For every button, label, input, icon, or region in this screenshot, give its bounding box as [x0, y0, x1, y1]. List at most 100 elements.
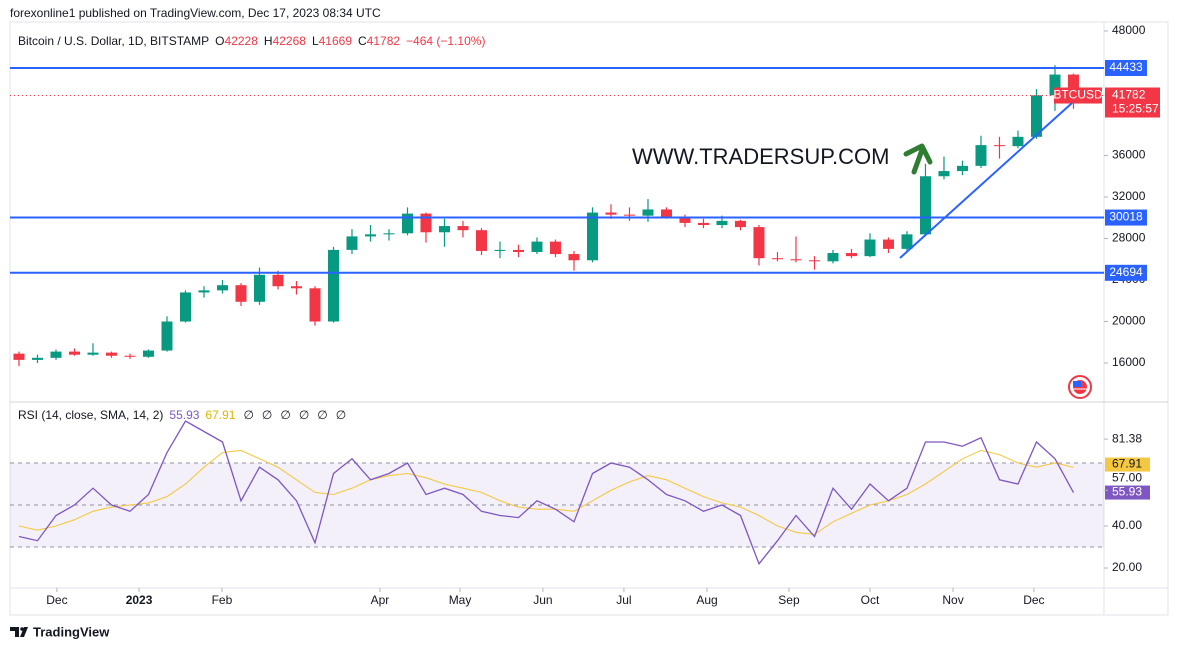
- candle-body: [919, 176, 931, 235]
- candle-body: [790, 259, 802, 261]
- candle-body: [568, 254, 580, 261]
- candle-body: [1067, 74, 1079, 96]
- candle-body: [956, 165, 968, 172]
- candle-body: [142, 350, 154, 357]
- candle-body: [253, 274, 265, 302]
- x-tick-label: Jul: [616, 593, 631, 607]
- candle-body: [753, 227, 765, 259]
- y-tick-label: 40.00: [1112, 518, 1142, 532]
- x-tick-label: Feb: [212, 593, 233, 607]
- ohlc-label: L: [312, 34, 319, 48]
- candle-body: [882, 239, 894, 249]
- ohlc-value: 42268: [273, 34, 307, 48]
- value-box: [1105, 457, 1150, 472]
- candle-body: [734, 220, 746, 228]
- x-tick-label: May: [449, 593, 472, 607]
- candle-body: [679, 216, 691, 223]
- candle-body: [642, 209, 654, 216]
- symbol-tag-box: [1054, 87, 1102, 104]
- x-tick-label: Aug: [696, 593, 717, 607]
- candle-body: [179, 292, 191, 322]
- y-tick-label: 81.38: [1112, 431, 1142, 445]
- candle-body: [475, 230, 487, 251]
- rsi-line: [18, 420, 1075, 566]
- y-tick-label: 48000: [1112, 23, 1146, 37]
- candle-body: [161, 321, 173, 351]
- y-tick-label: 32000: [1112, 189, 1146, 203]
- y-tick-label: 20000: [1112, 314, 1146, 328]
- candle-body: [31, 357, 43, 360]
- candle-body: [364, 234, 376, 237]
- rsi-ma-line: [18, 449, 1074, 535]
- value-box-label: 67.91: [1112, 457, 1142, 471]
- candle-body: [771, 258, 783, 260]
- hidden-input: ∅: [262, 408, 272, 422]
- brand-logo: [10, 627, 28, 637]
- brand-name: TradingView: [33, 624, 110, 639]
- x-tick-label: Oct: [861, 593, 880, 607]
- value-box-label: 55.93: [1112, 485, 1142, 499]
- level-label-box: [1105, 60, 1147, 77]
- candle-body: [105, 352, 117, 356]
- candle-body: [827, 253, 839, 262]
- y-tick-label: 16000: [1112, 355, 1146, 369]
- candle-body: [420, 213, 432, 233]
- candle-body: [864, 239, 876, 257]
- candle-body: [1030, 95, 1042, 137]
- candle-body: [716, 220, 728, 226]
- last-price-label: 41782: [1112, 88, 1146, 102]
- y-tick-label: 36000: [1112, 148, 1146, 162]
- hidden-input: ∅: [336, 408, 346, 422]
- candle-body: [993, 145, 1005, 147]
- hidden-input: ∅: [317, 408, 327, 422]
- candle-body: [697, 222, 709, 226]
- candle-body: [512, 249, 524, 252]
- y-tick-label: 57.00: [1112, 471, 1142, 485]
- x-tick-label: Jun: [533, 593, 552, 607]
- countdown-label: 15:25:57: [1112, 102, 1159, 116]
- x-tick-label: Nov: [942, 593, 963, 607]
- x-tick-label: Apr: [371, 593, 390, 607]
- candle-body: [438, 226, 450, 233]
- candle-body: [401, 213, 413, 234]
- candle-body: [124, 355, 136, 357]
- candle-body: [216, 285, 228, 291]
- plot-layer: 4800036000320002800024000200001600044433…: [10, 23, 1160, 607]
- candle-body: [327, 249, 339, 322]
- level-label: 24694: [1109, 265, 1143, 279]
- rsi-ma-legend-value: 67.91: [205, 408, 235, 422]
- ohlc-label: O: [215, 34, 224, 48]
- candle-body: [235, 285, 247, 302]
- symbol-tag: BTCUSD: [1053, 88, 1103, 102]
- ohlc-value: 41669: [319, 34, 353, 48]
- rsi-title: RSI (14, close, SMA, 14, 2): [18, 408, 163, 422]
- ohlc-label: C: [358, 34, 367, 48]
- candle-body: [901, 234, 913, 249]
- value-box: [1105, 485, 1150, 500]
- hidden-input: ∅: [299, 408, 309, 422]
- y-tick-label: 20.00: [1112, 560, 1142, 574]
- last-price-box: [1105, 87, 1160, 118]
- x-tick-label: Dec: [46, 593, 67, 607]
- candle-body: [272, 274, 284, 287]
- symbol-title: Bitcoin / U.S. Dollar, 1D, BITSTAMP: [18, 34, 209, 48]
- published-line: forexonline1 published on TradingView.co…: [10, 6, 381, 20]
- candle-body: [605, 212, 617, 215]
- candle-body: [531, 241, 543, 252]
- candle-body: [660, 209, 672, 217]
- candle-body: [494, 249, 506, 251]
- candle-body: [1012, 136, 1024, 147]
- candle-body: [13, 353, 25, 360]
- level-label: 30018: [1109, 210, 1143, 224]
- candle-body: [549, 241, 561, 255]
- x-tick-label: Sep: [778, 593, 800, 607]
- candle-body: [198, 290, 210, 293]
- candle-body: [87, 352, 99, 355]
- candle-body: [68, 351, 80, 355]
- change-text: −464 (−1.10%): [406, 34, 485, 48]
- candle-body: [938, 171, 950, 177]
- flag-icon: [1068, 375, 1092, 399]
- level-label-box: [1105, 209, 1147, 226]
- level-label-box: [1105, 264, 1147, 281]
